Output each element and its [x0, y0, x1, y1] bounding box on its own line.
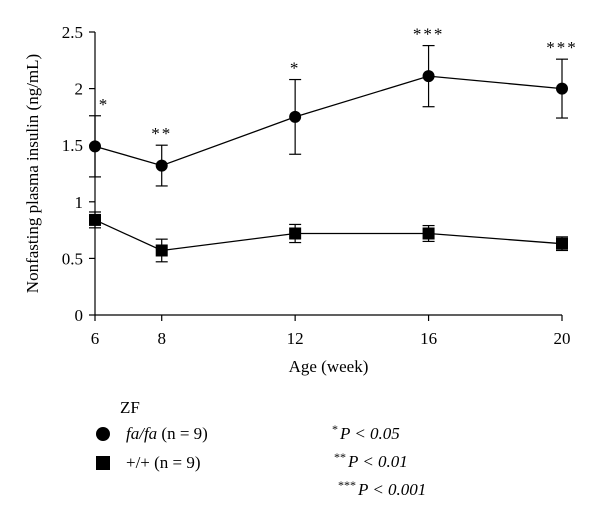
significance-annotation: * [99, 95, 110, 114]
y-tick-label: 1.5 [62, 136, 83, 155]
legend-title: ZF [120, 398, 140, 417]
legend-label-wildtype: +/+ (n = 9) [126, 453, 201, 472]
y-axis-label: Nonfasting plasma insulin (ng/mL) [23, 54, 42, 293]
legend-label-fafa: fa/fa (n = 9) [126, 424, 208, 443]
x-tick-label: 8 [157, 329, 166, 348]
x-tick-label: 20 [554, 329, 571, 348]
data-point-square [89, 213, 101, 226]
data-point-circle [155, 159, 168, 172]
data-point-circle [89, 140, 101, 153]
data-point-circle [556, 82, 568, 95]
significance-note-2: ** P < 0.01 [334, 450, 408, 471]
significance-annotation: * [290, 59, 301, 78]
data-point-square [289, 227, 302, 240]
significance-annotation: *** [546, 38, 578, 57]
significance-annotation: *** [413, 25, 445, 44]
y-tick-label: 0.5 [62, 249, 83, 268]
x-tick-label: 16 [420, 329, 437, 348]
y-tick-label: 2.5 [62, 23, 83, 42]
square-marker-icon [96, 456, 110, 470]
data-point-square [556, 237, 568, 250]
data-point-circle [289, 110, 302, 123]
significance-annotation: ** [151, 124, 172, 143]
x-tick-label: 6 [91, 329, 100, 348]
legend-item-fafa: fa/fa (n = 9) [96, 424, 208, 444]
y-tick-label: 0 [75, 306, 84, 325]
circle-marker-icon [96, 427, 110, 441]
y-tick-label: 1 [75, 193, 84, 212]
significance-note-3: *** P < 0.001 [338, 478, 427, 499]
series-line-fafa [94, 75, 563, 167]
data-point-square [155, 244, 168, 257]
significance-note-1: * P < 0.05 [332, 422, 400, 443]
x-axis-label: Age (week) [289, 357, 369, 376]
insulin-line-chart: 0 0.5 1 1.5 2 2.5 6 8 12 16 20 Age (week) Nonfasting… [23, 23, 578, 376]
x-tick-label: 12 [287, 329, 304, 348]
data-point-square [422, 227, 435, 240]
legend-item-wildtype: +/+ (n = 9) [96, 453, 201, 473]
data-point-circle [422, 70, 435, 83]
y-tick-label: 2 [75, 80, 84, 99]
